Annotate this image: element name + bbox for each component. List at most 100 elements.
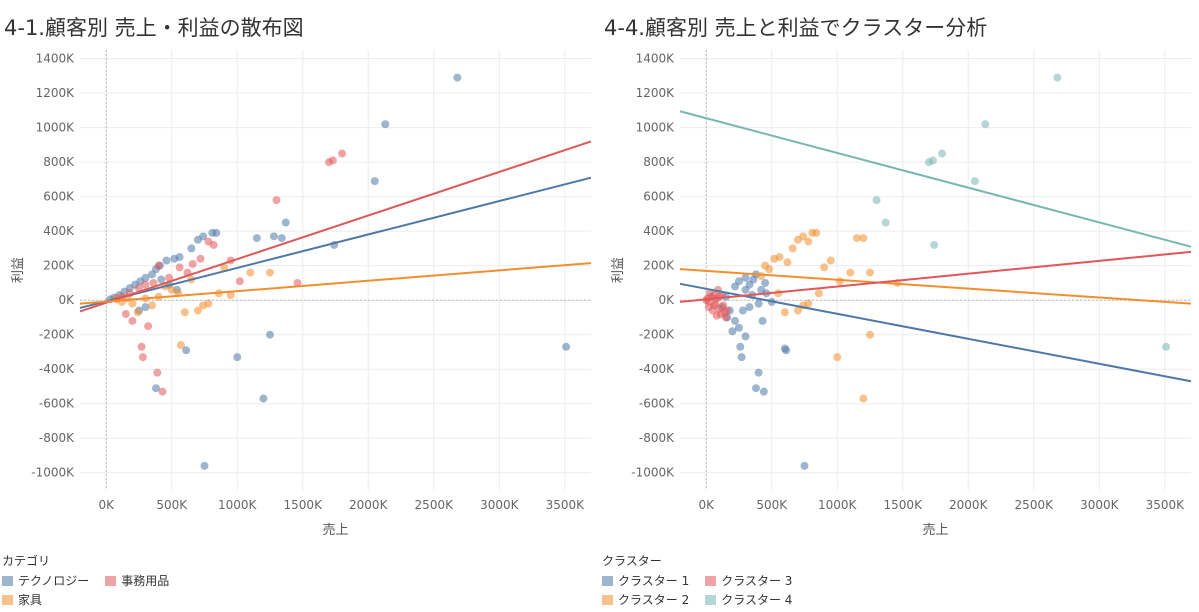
data-point <box>235 277 244 286</box>
y-tick-label: 200K <box>643 259 675 273</box>
y-tick-label: -200K <box>39 328 75 342</box>
data-point <box>148 301 157 310</box>
data-point <box>788 244 797 253</box>
legend: カテゴリ テクノロジー 事務用品 家具 <box>2 552 169 608</box>
y-tick-label: -400K <box>39 362 75 376</box>
x-tick-label: 2000K <box>349 498 389 512</box>
y-tick-label: -400K <box>639 362 675 376</box>
data-point <box>154 261 163 270</box>
data-point <box>741 332 750 341</box>
data-point <box>846 268 855 277</box>
x-tick-label: 3500K <box>546 498 586 512</box>
legend-swatch <box>705 594 717 605</box>
series-points <box>717 270 809 470</box>
data-point <box>133 308 142 317</box>
data-point <box>704 303 713 312</box>
y-tick-label: 400K <box>643 224 675 238</box>
trend-line <box>679 250 1192 303</box>
data-point <box>562 342 571 351</box>
data-point <box>128 316 137 325</box>
series-points <box>106 73 571 470</box>
legend-item[interactable]: クラスター 2 <box>602 591 689 608</box>
x-tick-label: 500K <box>756 498 788 512</box>
data-point <box>151 384 160 393</box>
y-tick-label: 200K <box>43 259 75 273</box>
data-point <box>738 306 747 315</box>
legend-title: カテゴリ <box>2 554 51 568</box>
legend-item[interactable]: テクノロジー <box>2 572 89 589</box>
scatter-plot-category: 1400K 1200K 1000K 800K 600K 400K 200K 0K -200K -4… <box>11 50 592 538</box>
data-point <box>180 308 189 317</box>
data-point <box>259 394 268 403</box>
data-point <box>199 301 208 310</box>
x-tick-label: 3500K <box>1146 498 1186 512</box>
x-tick-label: 500K <box>156 498 188 512</box>
legend-item[interactable]: 家具 <box>2 591 89 608</box>
y-tick-label: 400K <box>43 224 75 238</box>
data-point <box>182 346 191 355</box>
legend-swatch <box>705 575 717 586</box>
data-point <box>826 256 835 265</box>
data-point <box>121 310 130 318</box>
legend-label: 事務用品 <box>121 574 170 588</box>
data-point <box>872 196 881 205</box>
data-point <box>265 330 274 339</box>
data-point <box>277 234 286 243</box>
y-axis-label: 利益 <box>11 257 26 283</box>
legend-item[interactable]: クラスター 4 <box>705 591 792 608</box>
data-point <box>149 278 158 287</box>
x-tick-label: 0K <box>698 498 715 512</box>
data-point <box>793 235 802 244</box>
x-tick-label: 1500K <box>884 498 924 512</box>
data-point <box>780 344 789 353</box>
data-point <box>865 330 874 339</box>
data-point <box>370 177 379 186</box>
series-points <box>757 228 902 403</box>
y-tick-label: -600K <box>639 397 675 411</box>
legend-item[interactable]: クラスター 1 <box>602 572 689 589</box>
legend-label: テクノロジー <box>18 574 90 588</box>
trend-line <box>79 262 592 305</box>
data-point <box>737 353 746 362</box>
trend-line <box>679 110 1192 248</box>
data-point <box>265 268 274 277</box>
legend-item[interactable]: クラスター 3 <box>705 572 792 589</box>
data-point <box>453 73 462 82</box>
legend-item[interactable]: 事務用品 <box>105 572 169 589</box>
data-point <box>761 278 770 287</box>
data-point <box>924 158 933 167</box>
data-point <box>800 461 809 470</box>
trend-line <box>679 282 1192 383</box>
scatter-plot-cluster: 1400K 1200K 1000K 800K 600K 400K 200K 0K -200K -4… <box>611 50 1192 538</box>
data-point <box>734 323 743 332</box>
data-point <box>233 353 242 362</box>
data-point <box>208 228 217 237</box>
legend-label: 家具 <box>18 593 43 607</box>
right-chart-panel: 4-4.顧客別 売上と利益でクラスター分析 1400K 1200K 1000K 800… <box>600 0 1199 612</box>
data-point <box>793 306 802 315</box>
data-point <box>754 368 763 377</box>
data-point <box>938 149 947 158</box>
data-point <box>338 149 347 158</box>
left-chart-panel: 4-1.顧客別 売上・利益の散布図 1400K 1200K 1000K 800K 600… <box>2 16 592 608</box>
legend-label: クラスター 4 <box>721 593 793 607</box>
data-point <box>783 258 792 267</box>
trend-line <box>679 268 1192 305</box>
y-tick-label: 0K <box>658 293 675 307</box>
chart-title: 4-1.顧客別 売上・利益の散布図 <box>4 16 304 40</box>
data-point <box>148 270 157 279</box>
data-point <box>246 268 255 277</box>
data-point <box>712 311 721 320</box>
series-points <box>112 149 347 396</box>
data-point <box>852 234 861 243</box>
trend-line <box>79 140 592 313</box>
data-point <box>220 263 229 272</box>
chart-title: 4-4.顧客別 売上と利益でクラスター分析 <box>604 16 988 40</box>
data-point <box>167 285 176 294</box>
y-tick-label: 600K <box>643 190 675 204</box>
legend-label: クラスター 2 <box>618 593 690 607</box>
data-point <box>970 177 979 186</box>
y-tick-label: 1200K <box>636 86 676 100</box>
data-point <box>324 158 333 167</box>
x-tick-label: 3000K <box>1080 498 1120 512</box>
